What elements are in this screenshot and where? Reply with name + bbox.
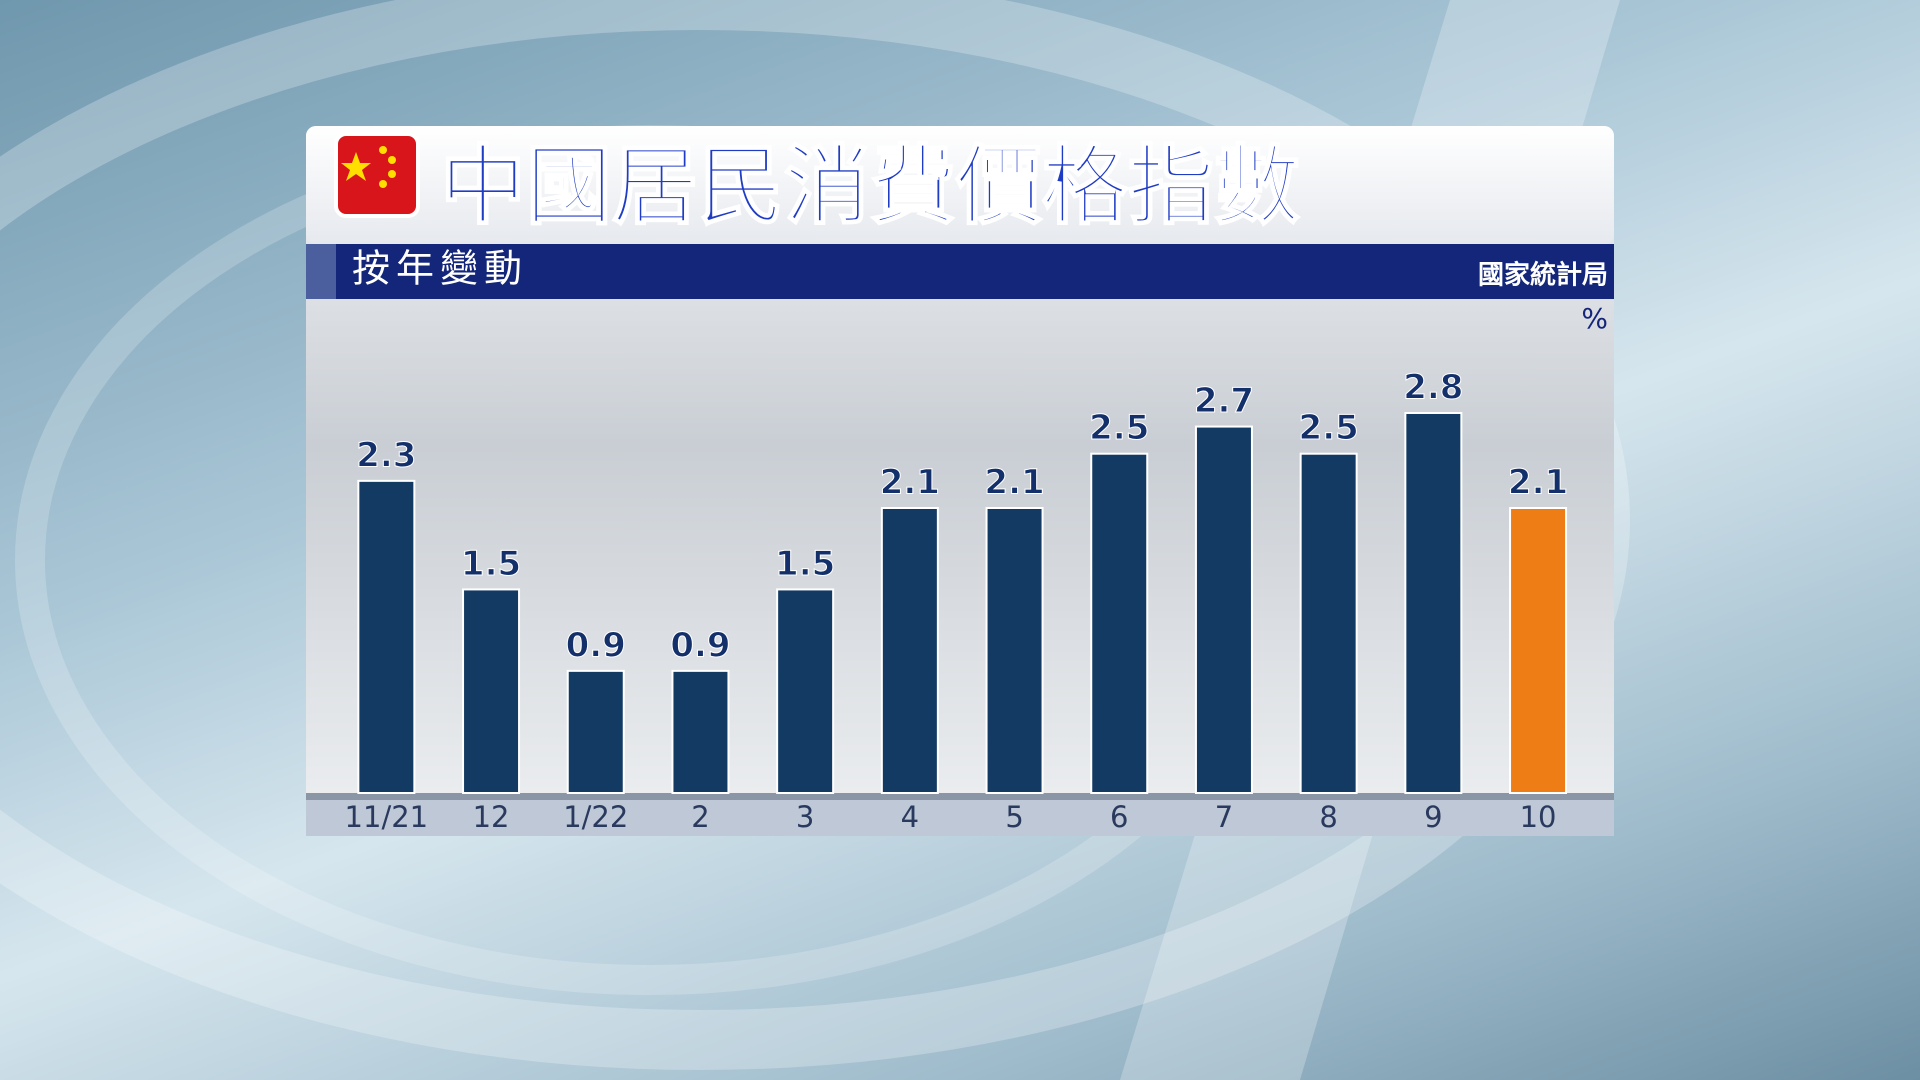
value-label: 0.9 <box>566 625 626 665</box>
bar <box>1404 412 1463 794</box>
subtitle-marker <box>306 244 336 299</box>
x-tick-label: 8 <box>1319 800 1337 834</box>
x-tick-label: 4 <box>901 800 919 834</box>
subtitle: 按年變動 <box>352 247 528 291</box>
x-tick-label: 12 <box>473 800 510 834</box>
panel <box>306 126 1614 836</box>
x-tick-label: 3 <box>796 800 814 834</box>
value-label: 2.7 <box>1194 381 1254 421</box>
bar <box>1509 507 1568 794</box>
x-tick-label: 1/22 <box>563 800 628 834</box>
value-label: 2.5 <box>1089 408 1149 448</box>
bar <box>1299 452 1358 794</box>
bar <box>566 669 625 794</box>
value-label: 2.1 <box>1508 463 1568 503</box>
bar <box>1194 425 1253 794</box>
x-tick-label: 9 <box>1424 800 1442 834</box>
bar <box>776 588 835 795</box>
value-label: 2.5 <box>1299 408 1359 448</box>
bar <box>1090 452 1149 794</box>
bar <box>357 479 416 794</box>
axis-strip <box>306 793 1614 836</box>
value-label: 1.5 <box>775 544 835 584</box>
subtitle-band <box>306 244 1614 299</box>
flag <box>334 132 420 218</box>
bar <box>985 507 1044 794</box>
source: 國家統計局 <box>1478 260 1608 291</box>
value-label: 2.3 <box>356 435 416 475</box>
x-tick-label: 10 <box>1520 800 1557 834</box>
chart-title: 中國居民消費價格指數 <box>440 136 1300 236</box>
unit-label: % <box>1581 302 1608 335</box>
x-tick-label: 7 <box>1215 800 1233 834</box>
bar <box>671 669 730 794</box>
value-label: 0.9 <box>670 625 730 665</box>
title-band <box>306 126 1614 244</box>
bar <box>880 507 939 794</box>
x-tick-label: 6 <box>1110 800 1128 834</box>
value-label: 2.1 <box>880 463 940 503</box>
bar <box>462 588 521 795</box>
value-label: 2.8 <box>1403 368 1463 408</box>
x-tick-label: 2 <box>691 800 709 834</box>
value-label: 1.5 <box>461 544 521 584</box>
value-label: 2.1 <box>984 463 1044 503</box>
x-tick-label: 5 <box>1005 800 1023 834</box>
x-tick-label: 11/21 <box>345 800 429 834</box>
axis-line <box>306 793 1614 800</box>
